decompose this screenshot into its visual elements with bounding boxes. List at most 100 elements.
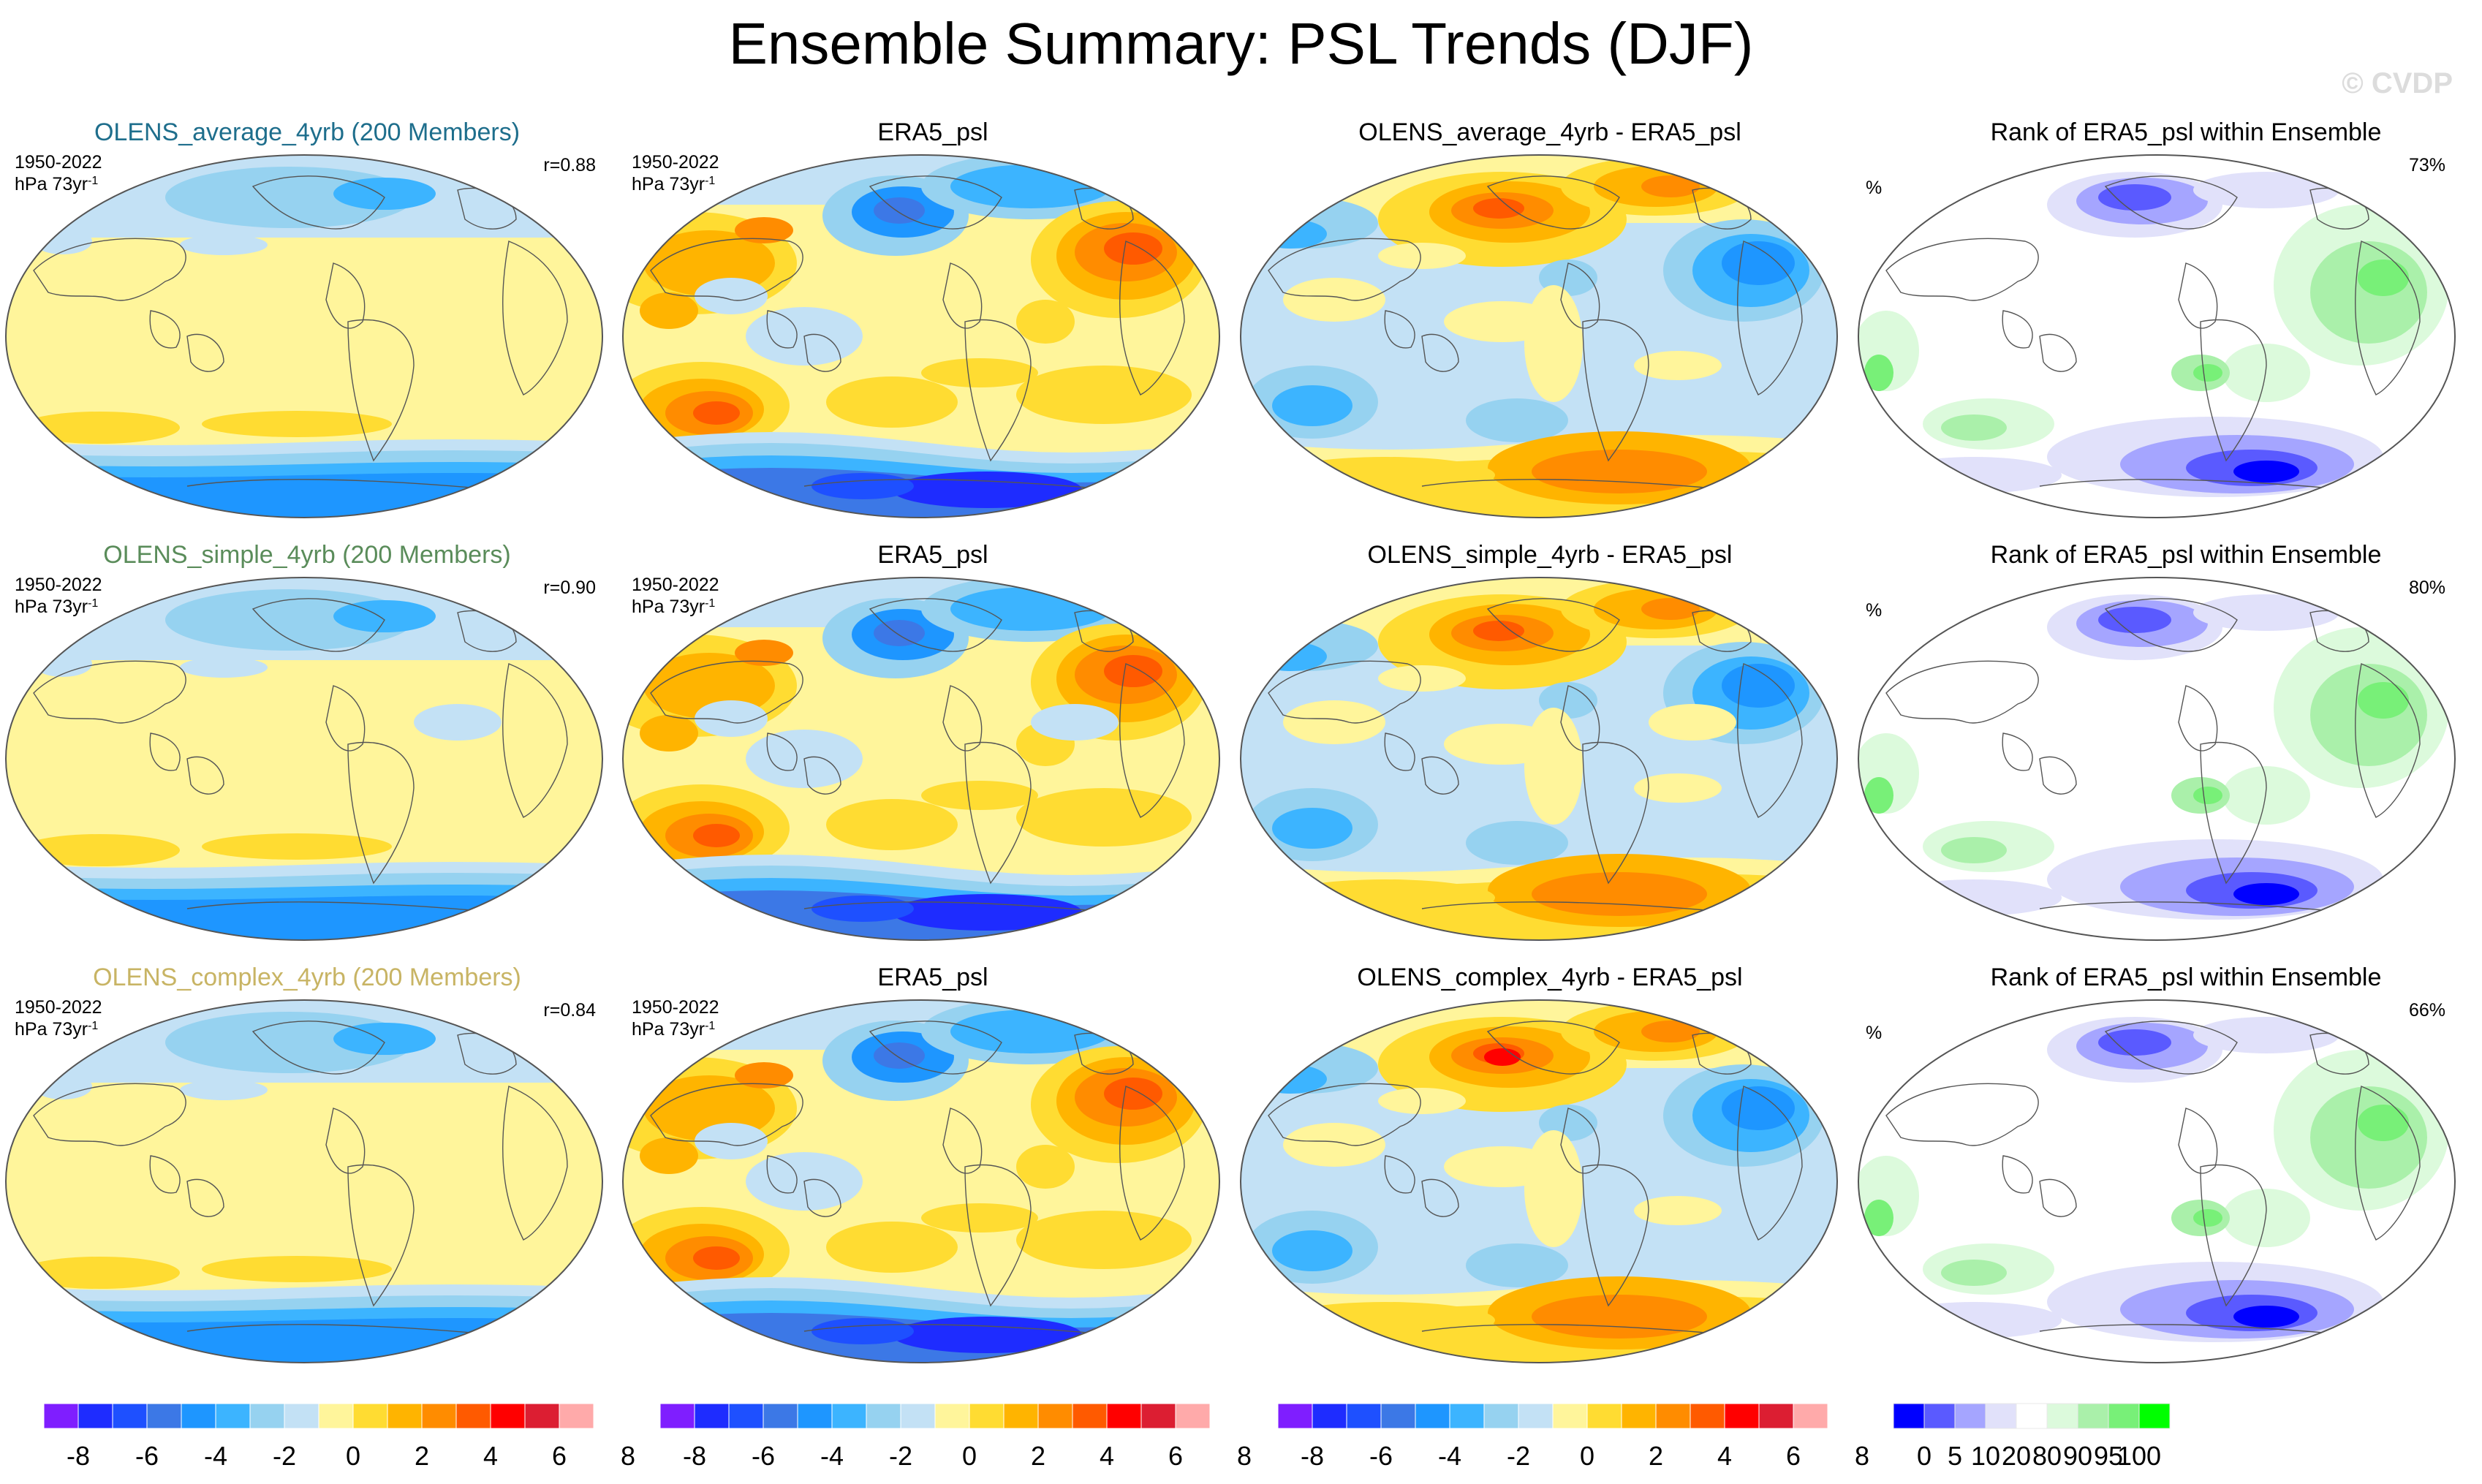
field-blob xyxy=(826,799,958,850)
field-blob xyxy=(1016,1211,1192,1269)
colorbar-swatch xyxy=(1985,1403,2017,1429)
colorbar-label: -4 xyxy=(1438,1441,1461,1471)
coastline-segment xyxy=(251,598,385,652)
coastline-segment xyxy=(251,1021,385,1075)
field-blob xyxy=(19,1257,180,1289)
colorbar-trend-1: -8 -6 -4 -2 0 2 4 6 8 xyxy=(43,1403,635,1471)
field-blob xyxy=(1722,664,1795,708)
coastline-segment xyxy=(33,1083,186,1146)
colorbar-swatch xyxy=(969,1403,1004,1429)
field-blob xyxy=(811,896,914,922)
field-blob xyxy=(1276,1302,1495,1339)
field-blob xyxy=(640,715,698,752)
coastline xyxy=(650,175,1185,489)
colorbar-label: 2 xyxy=(1031,1441,1045,1471)
map-field xyxy=(623,1000,1219,1363)
map-border xyxy=(622,999,1220,1363)
field-blob xyxy=(1254,642,1327,671)
field-blob xyxy=(1532,872,1707,916)
field-blob xyxy=(1272,1230,1352,1271)
obs-title-row3: ERA5_psl xyxy=(877,964,988,991)
field-blob xyxy=(2222,1189,2310,1247)
field-blob xyxy=(1466,821,1568,865)
colorbar-label: 6 xyxy=(552,1441,567,1471)
period-label: 1950-2022 xyxy=(632,152,719,173)
colorbar-trend-2: -8 -6 -4 -2 0 2 4 6 8 xyxy=(659,1403,1252,1471)
colorbar-swatch xyxy=(1518,1403,1554,1429)
colorbar-swatch xyxy=(694,1403,730,1429)
field-band xyxy=(6,1318,602,1363)
units-label: hPa 73yr xyxy=(632,1019,705,1040)
colorbar-swatch xyxy=(1793,1403,1828,1429)
field-blob xyxy=(2193,1017,2339,1053)
coastline-segment xyxy=(2178,262,2218,329)
map-field xyxy=(6,1000,602,1363)
coastline-segment xyxy=(2039,756,2077,795)
colorbar-swatch xyxy=(1621,1403,1657,1429)
coastline-segment xyxy=(803,1178,841,1217)
field-blob xyxy=(950,587,1111,631)
rank-title-row2: Rank of ERA5_psl within Ensemble xyxy=(1990,541,2382,569)
cvdp-watermark: © CVDP xyxy=(2342,67,2453,99)
field-blob xyxy=(1276,457,1495,493)
colorbar-swatch xyxy=(1037,1403,1073,1429)
field-blob xyxy=(811,1318,914,1344)
field-blob xyxy=(333,1023,436,1055)
field-blob xyxy=(2193,172,2339,208)
field-blob xyxy=(695,278,768,314)
field-blob xyxy=(2098,1029,2171,1056)
map-border xyxy=(1858,999,2456,1363)
coastline xyxy=(1885,175,2421,489)
coastline-segment xyxy=(2355,241,2421,395)
field-blob xyxy=(2233,461,2299,482)
info-model-row1: 1950-2022 hPa 73yr-1 xyxy=(15,151,102,195)
coastline-segment xyxy=(2200,1164,2267,1307)
field-blob xyxy=(2222,344,2310,402)
units-label: hPa 73yr xyxy=(15,174,88,194)
field-blob xyxy=(2193,594,2339,631)
field-blob xyxy=(1941,1260,2007,1286)
colorbar-swatch xyxy=(2046,1403,2078,1429)
field-blob xyxy=(1378,665,1466,692)
field-blob xyxy=(2358,1105,2409,1141)
colorbar-swatch xyxy=(1140,1403,1176,1429)
colorbar-swatch xyxy=(866,1403,901,1429)
field-blob xyxy=(1641,175,1700,197)
colorbar-label: 0 xyxy=(346,1441,360,1471)
field-blob xyxy=(1941,414,2007,441)
coastline-segment xyxy=(964,319,1032,462)
field-blob xyxy=(2193,1209,2222,1227)
field-blob xyxy=(1886,1302,2062,1339)
colorbar-label: -2 xyxy=(273,1441,296,1471)
map-field xyxy=(623,578,1219,940)
field-blob xyxy=(1473,198,1524,219)
coastline-segment xyxy=(1486,598,1620,652)
field-blob xyxy=(1524,285,1583,402)
colorbar-label: -4 xyxy=(204,1441,227,1471)
field-blob xyxy=(892,894,1082,931)
colorbar-label: 5 xyxy=(1948,1441,1962,1471)
units-exponent: -1 xyxy=(88,1020,99,1032)
map-field xyxy=(1858,578,2455,940)
field-band xyxy=(6,473,602,518)
coastline-segment xyxy=(1582,1164,1649,1307)
coastline-segment xyxy=(2200,319,2267,462)
colorbar-swatch xyxy=(181,1403,216,1429)
field-blob xyxy=(180,1080,268,1100)
coastline-segment xyxy=(803,1324,1097,1334)
coastline-segment xyxy=(325,685,366,752)
coastline-segment xyxy=(1421,1178,1459,1217)
coastline-segment xyxy=(1560,685,1600,752)
field-blob xyxy=(2098,184,2171,211)
field-blob xyxy=(921,781,1038,810)
field-blob xyxy=(1532,450,1707,493)
field-blob xyxy=(1283,278,1385,322)
field-blob xyxy=(2233,883,2299,905)
colorbar-swatch xyxy=(831,1403,867,1429)
coastline-segment xyxy=(803,756,841,795)
map-field xyxy=(1858,155,2455,518)
colorbar-swatch xyxy=(43,1403,79,1429)
field-blob xyxy=(2098,607,2171,633)
colorbar-label: 8 xyxy=(1237,1441,1252,1471)
colorbar-swatch xyxy=(1072,1403,1108,1429)
